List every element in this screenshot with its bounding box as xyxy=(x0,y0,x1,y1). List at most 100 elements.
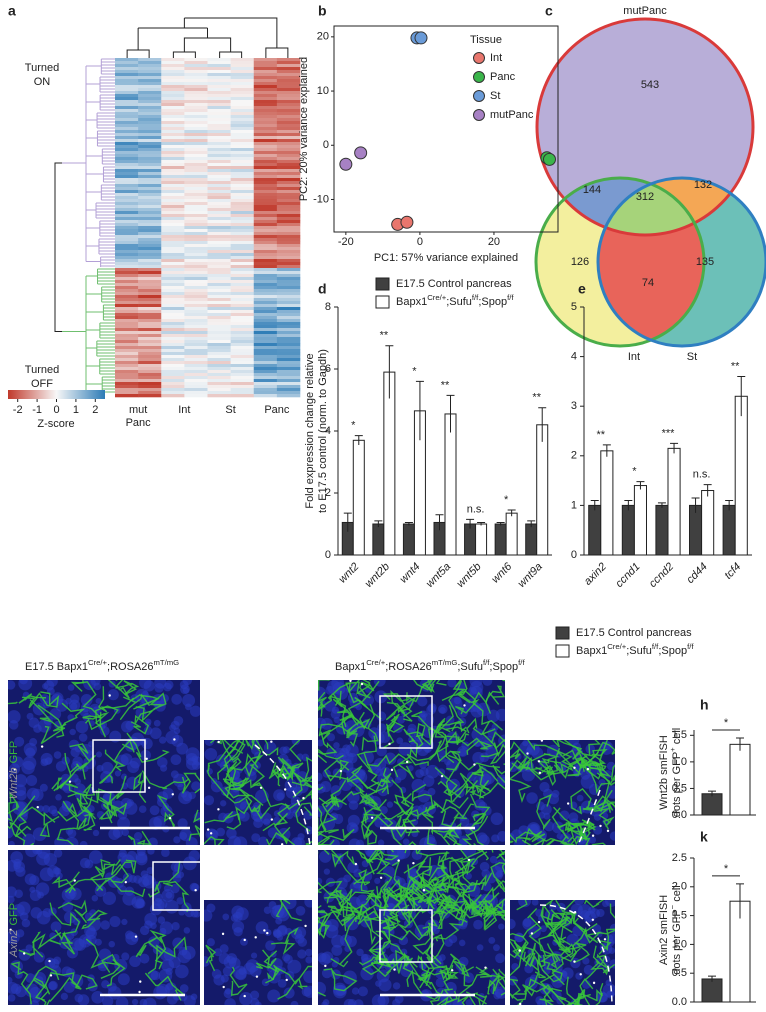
heatmap-cell xyxy=(161,349,185,353)
heatmap-cell xyxy=(207,235,231,239)
y-axis-label: dots per GFP+ cell xyxy=(668,728,683,817)
text-part: ;ROSA26 xyxy=(385,661,431,673)
y-axis-label: Fold expression change relative xyxy=(304,353,316,508)
nucleus xyxy=(39,867,54,882)
y-tick-label: 0 xyxy=(323,139,329,151)
heatmap-cell xyxy=(115,379,139,383)
membrane xyxy=(413,680,437,691)
heatmap-cell xyxy=(253,388,278,392)
error-bar xyxy=(527,520,536,528)
heatmap-cell xyxy=(276,127,301,131)
nucleus xyxy=(11,756,24,768)
heatmap-cell xyxy=(184,298,208,302)
heatmap-cell xyxy=(138,160,162,164)
heatmap-cell xyxy=(253,205,278,209)
nucleus xyxy=(283,987,295,999)
heatmap-cell xyxy=(276,334,301,338)
heatmap-cell xyxy=(253,334,278,338)
nucleus xyxy=(411,850,423,861)
heatmap-cell xyxy=(115,337,139,341)
heatmap-cell xyxy=(253,229,278,233)
heatmap-cell xyxy=(161,97,185,101)
heatmap-cell xyxy=(115,145,139,149)
heatmap-cell xyxy=(207,94,231,98)
y-tick-label: 0.5 xyxy=(672,782,687,794)
heatmap-cell xyxy=(161,196,185,200)
nucleus xyxy=(168,956,181,969)
text-part: ;Sufu xyxy=(457,661,483,673)
heatmap-cell xyxy=(230,280,255,284)
nucleus xyxy=(250,952,258,959)
heatmap-cell xyxy=(276,304,301,308)
heatmap-cell xyxy=(230,115,255,119)
nucleus xyxy=(148,816,162,830)
nucleus xyxy=(332,957,340,964)
heatmap-cell xyxy=(184,358,208,362)
heatmap-cell xyxy=(230,391,255,395)
y-tick-label: -10 xyxy=(313,193,329,205)
heatmap-cell xyxy=(253,202,278,206)
heatmap-cell xyxy=(115,166,139,170)
heatmap-cell xyxy=(276,364,301,368)
membrane xyxy=(539,974,571,1004)
heatmap-cell xyxy=(184,286,208,290)
heatmap-cell xyxy=(161,73,185,77)
colorbar-tick-label: 1 xyxy=(73,404,79,416)
nucleus xyxy=(419,767,429,777)
nucleus xyxy=(16,810,28,822)
x-tick-label: wnt5b xyxy=(455,561,484,590)
heatmap-cell xyxy=(207,202,231,206)
heatmap-cell xyxy=(276,163,301,167)
heatmap-cell xyxy=(184,163,208,167)
membrane xyxy=(511,756,531,771)
error-bar xyxy=(404,521,413,526)
membrane xyxy=(551,927,588,986)
heatmap-cell xyxy=(207,145,231,149)
heatmap-cell xyxy=(207,370,231,374)
heatmap-cell xyxy=(161,157,185,161)
heatmap-cell xyxy=(138,103,162,107)
membrane xyxy=(57,796,93,822)
heatmap-cell xyxy=(184,109,208,113)
membrane xyxy=(523,827,546,844)
heatmap-cell xyxy=(115,139,139,143)
heatmap-cell xyxy=(253,163,278,167)
heatmap-cell xyxy=(253,64,278,68)
nucleus xyxy=(189,705,200,717)
membrane xyxy=(555,900,576,913)
nucleus xyxy=(282,900,297,910)
heatmap-cell xyxy=(230,67,255,71)
membrane xyxy=(393,793,412,808)
fish-dot xyxy=(592,981,596,985)
membrane xyxy=(100,958,126,987)
legend-label: E17.5 Control pancreas xyxy=(576,627,692,639)
membrane xyxy=(491,850,505,875)
heatmap-cell xyxy=(276,382,301,386)
heatmap-cell xyxy=(253,244,278,248)
heatmap-cell xyxy=(207,244,231,248)
heatmap-cell xyxy=(276,109,301,113)
membrane xyxy=(49,974,98,1002)
heatmap-cell xyxy=(184,58,208,62)
nucleus xyxy=(175,964,189,979)
heatmap-cell xyxy=(184,250,208,254)
membrane xyxy=(119,693,151,721)
bar xyxy=(701,978,723,1003)
membrane xyxy=(204,835,225,845)
heatmap-cell xyxy=(230,226,255,230)
heatmap-cell xyxy=(115,331,139,335)
heatmap-cell xyxy=(184,223,208,227)
heatmap-cell xyxy=(276,187,301,191)
membrane xyxy=(562,835,607,845)
heatmap-cell xyxy=(253,196,278,200)
text-part: Cre/+ xyxy=(427,293,447,302)
heatmap-cell xyxy=(161,358,185,362)
heatmap-cell xyxy=(276,208,301,212)
membrane xyxy=(455,690,480,715)
heatmap-cell xyxy=(230,319,255,323)
membrane xyxy=(281,757,304,780)
membrane xyxy=(332,908,376,946)
heatmap-cell xyxy=(138,241,162,245)
membrane xyxy=(405,910,430,941)
heatmap-cell xyxy=(207,289,231,293)
